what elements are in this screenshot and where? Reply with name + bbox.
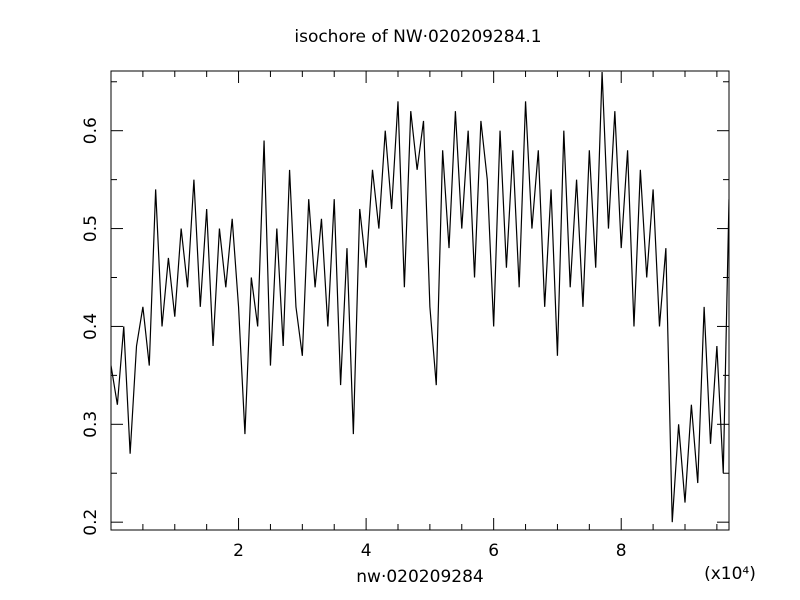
x-tick-label: 6: [488, 541, 499, 561]
x-axis-label: nw·020209284: [356, 567, 483, 587]
plot-area: [111, 71, 729, 523]
plot-frame: [110, 70, 730, 531]
x-tick-label: 8: [616, 541, 627, 561]
y-tick-label: 0.5: [81, 215, 101, 242]
y-tick-label: 0.3: [81, 411, 101, 438]
y-tick-label: 0.4: [81, 313, 101, 340]
chart-title: isochore of NW·020209284.1: [294, 27, 541, 47]
y-tick-label: 0.6: [81, 117, 101, 144]
data-line: [111, 71, 729, 523]
y-tick-label: 0.2: [81, 509, 101, 536]
x-tick-label: 4: [361, 541, 372, 561]
x-tick-label: 2: [233, 541, 244, 561]
x-multiplier: (x10⁴): [704, 564, 756, 584]
